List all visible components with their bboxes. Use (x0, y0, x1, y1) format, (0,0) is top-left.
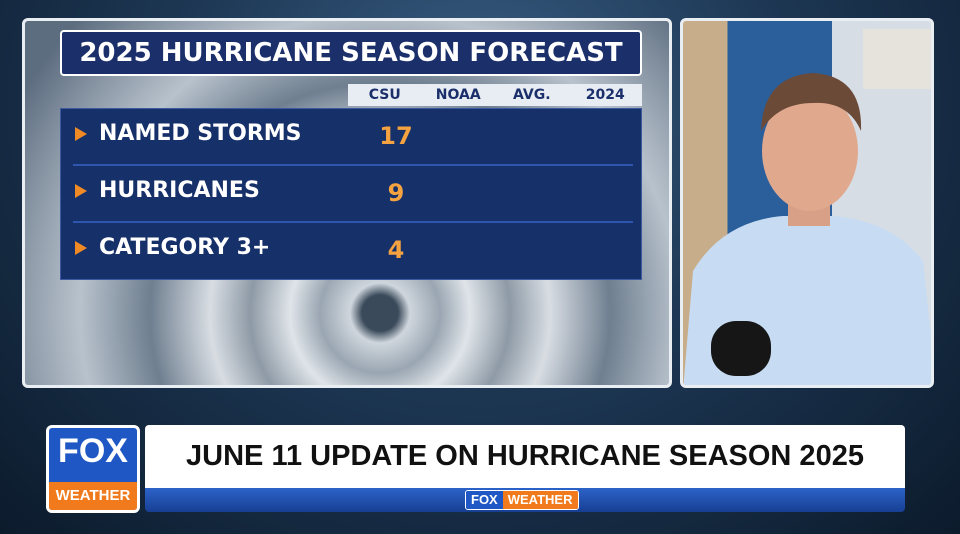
csu-value: 9 (387, 179, 405, 207)
forecast-title: 2025 HURRICANE SEASON FORECAST (60, 30, 642, 76)
mini-logo: FOX WEATHER (465, 490, 579, 510)
row-separator (73, 221, 633, 223)
row-label: CATEGORY 3+ (99, 235, 271, 260)
row-label: HURRICANES (99, 178, 260, 203)
table-row: CATEGORY 3+ 4 (61, 223, 641, 280)
forecast-table: NAMED STORMS 17 HURRICANES 9 CATEGORY 3+ 4 (60, 108, 642, 280)
screen (863, 29, 931, 89)
mini-logo-top: FOX (466, 491, 503, 509)
presenter-panel (680, 18, 934, 388)
csu-value: 17 (379, 122, 413, 150)
column-header: 2024 (585, 87, 625, 103)
fox-weather-logo: FOX WEATHER (46, 425, 140, 513)
presenter (683, 29, 931, 385)
table-row: NAMED STORMS 17 (61, 109, 641, 166)
hair (761, 73, 862, 131)
column-headers: CSU NOAA AVG. 2024 (348, 84, 642, 106)
headline: JUNE 11 UPDATE ON HURRICANE SEASON 2025 (145, 425, 905, 488)
logo-top: FOX (58, 432, 128, 470)
logo-bottom: WEATHER (49, 482, 137, 510)
column-header: CSU (368, 87, 401, 103)
row-separator (73, 164, 633, 166)
face (762, 91, 858, 211)
csu-value: 4 (387, 236, 405, 264)
mini-logo-bottom: WEATHER (502, 491, 578, 509)
row-marker (75, 127, 87, 141)
row-marker (75, 184, 87, 198)
row-label: NAMED STORMS (99, 121, 302, 146)
table-row: HURRICANES 9 (61, 166, 641, 223)
microphone (711, 321, 771, 376)
column-header: NOAA (435, 87, 481, 103)
row-marker (75, 241, 87, 255)
column-header: AVG. (512, 87, 551, 103)
